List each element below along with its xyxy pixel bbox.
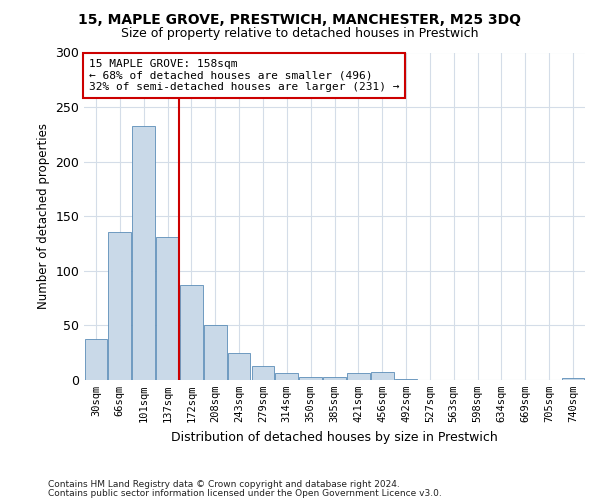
Y-axis label: Number of detached properties: Number of detached properties	[37, 123, 50, 309]
Bar	[228, 352, 250, 380]
Bar	[109, 232, 131, 380]
Bar	[204, 326, 227, 380]
Bar	[371, 372, 394, 380]
Bar	[395, 379, 418, 380]
Text: Size of property relative to detached houses in Prestwich: Size of property relative to detached ho…	[121, 28, 479, 40]
Bar	[251, 366, 274, 380]
Bar	[133, 126, 155, 380]
Text: 15, MAPLE GROVE, PRESTWICH, MANCHESTER, M25 3DQ: 15, MAPLE GROVE, PRESTWICH, MANCHESTER, …	[79, 12, 521, 26]
Bar	[85, 338, 107, 380]
Bar	[562, 378, 584, 380]
X-axis label: Distribution of detached houses by size in Prestwich: Distribution of detached houses by size …	[171, 430, 498, 444]
Bar	[275, 374, 298, 380]
Bar	[180, 285, 203, 380]
Text: Contains HM Land Registry data © Crown copyright and database right 2024.: Contains HM Land Registry data © Crown c…	[48, 480, 400, 489]
Bar	[347, 374, 370, 380]
Bar	[323, 376, 346, 380]
Bar	[299, 376, 322, 380]
Text: 15 MAPLE GROVE: 158sqm
← 68% of detached houses are smaller (496)
32% of semi-de: 15 MAPLE GROVE: 158sqm ← 68% of detached…	[89, 59, 400, 92]
Bar	[156, 237, 179, 380]
Text: Contains public sector information licensed under the Open Government Licence v3: Contains public sector information licen…	[48, 489, 442, 498]
